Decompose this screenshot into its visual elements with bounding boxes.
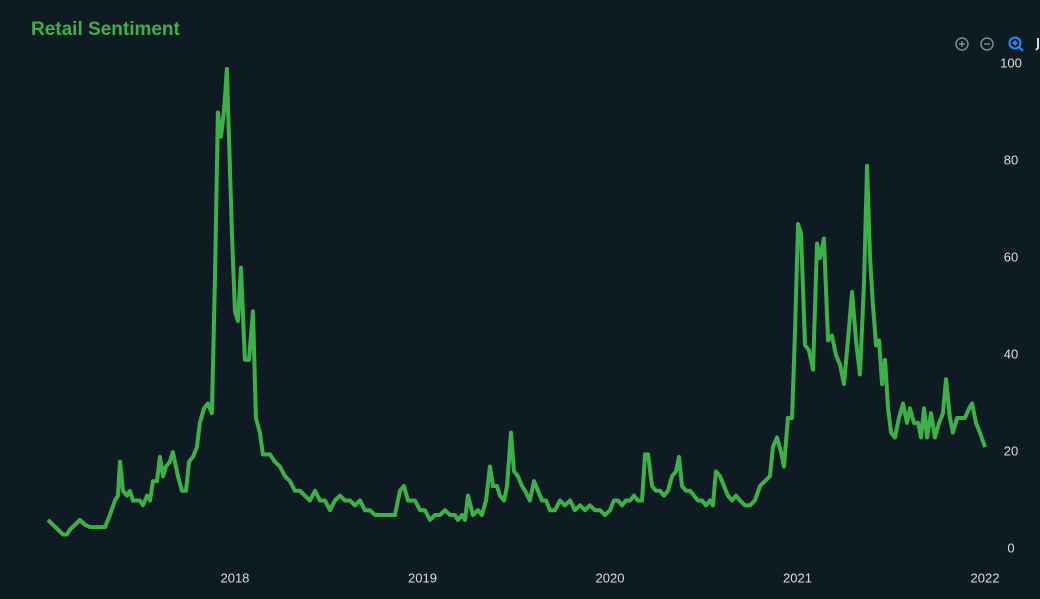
icon	[1012, 40, 1024, 52]
y-tick-label: 0	[1007, 540, 1014, 555]
icon	[1008, 36, 1022, 50]
pan-button[interactable]	[1035, 38, 1039, 51]
selection-zoom-button[interactable]	[1008, 36, 1024, 52]
y-tick-label: 60	[1004, 249, 1018, 264]
y-tick-label: 40	[1004, 346, 1018, 361]
zoom-out-button[interactable]	[980, 37, 994, 51]
y-tick-label: 20	[1004, 443, 1018, 458]
series-line	[46, 66, 987, 537]
y-tick-label: 80	[1004, 152, 1018, 167]
chart-title: Retail Sentiment	[31, 19, 181, 40]
x-tick-label: 2018	[220, 570, 249, 585]
x-tick-label: 2021	[783, 570, 812, 585]
x-tick-label: 2019	[408, 570, 437, 585]
zoom-in-button[interactable]	[955, 37, 969, 51]
x-tick-label: 2020	[596, 570, 625, 585]
icon	[959, 41, 965, 47]
icon	[955, 37, 969, 51]
icon	[980, 37, 994, 51]
x-tick-label: 2022	[971, 570, 1000, 585]
y-tick-label: 100	[1000, 55, 1022, 70]
icon	[1035, 38, 1039, 51]
